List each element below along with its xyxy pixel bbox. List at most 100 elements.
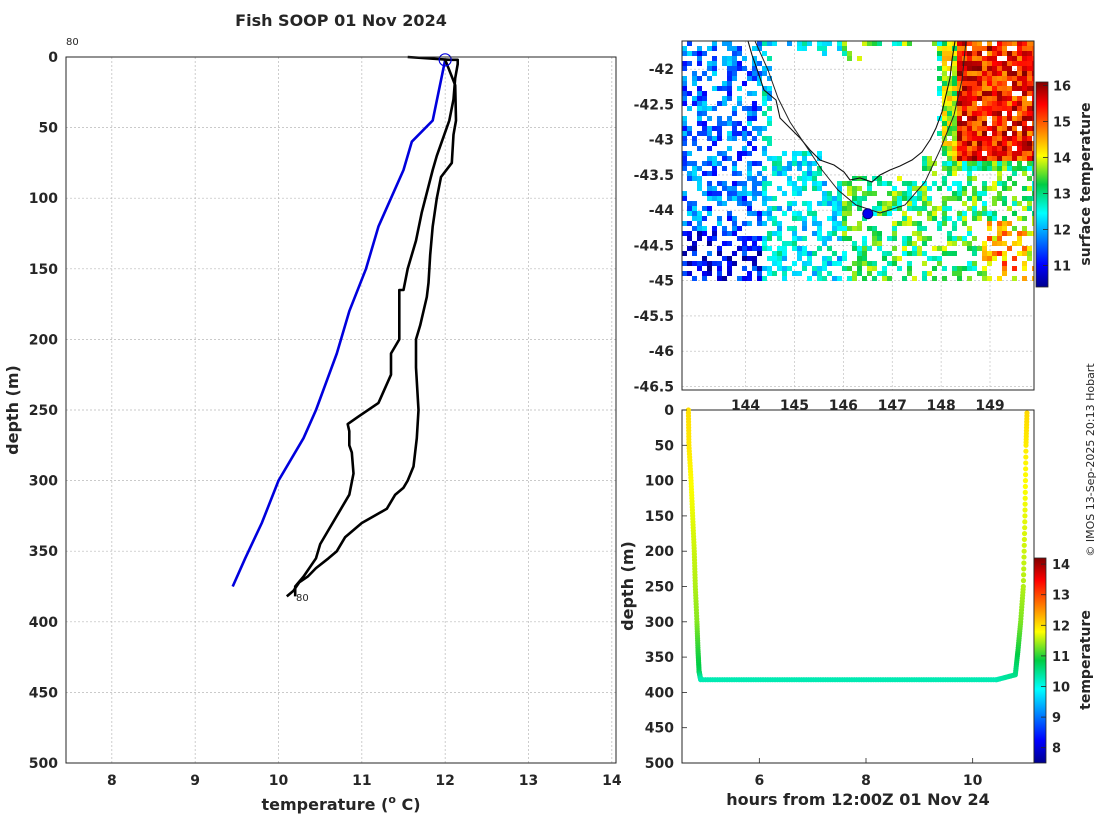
sst-cell [957, 76, 962, 81]
sst-cell [1032, 196, 1034, 201]
sst-cell [882, 201, 887, 206]
sst-cell [967, 106, 972, 111]
sst-cell [977, 191, 982, 196]
sst-cell [952, 196, 957, 201]
sst-cell [952, 51, 957, 56]
sst-cell [877, 211, 882, 216]
sst-cell [707, 191, 712, 196]
sst-cell [697, 186, 702, 191]
sst-cell [757, 181, 762, 186]
sst-cell [947, 41, 952, 46]
sst-cell [982, 161, 987, 166]
map-sst-cells [682, 41, 1034, 281]
sst-cell [772, 256, 777, 261]
sst-cell [977, 136, 982, 141]
sst-cell [1032, 96, 1034, 101]
sst-cell [737, 96, 742, 101]
sst-cell [732, 251, 737, 256]
sst-cell [747, 166, 752, 171]
sst-cell [992, 91, 997, 96]
sst-cell [847, 236, 852, 241]
sst-cell [957, 86, 962, 91]
sst-cell [1032, 156, 1034, 161]
section-point [1021, 554, 1027, 560]
sst-cell [757, 171, 762, 176]
sst-cell [792, 241, 797, 246]
sst-cell [967, 276, 972, 281]
sst-cell [712, 236, 717, 241]
section-colorbar-tick-label: 8 [1052, 742, 1061, 757]
sst-cell [957, 111, 962, 116]
sst-cell [712, 186, 717, 191]
sst-cell [767, 211, 772, 216]
sst-cell [742, 146, 747, 151]
sst-cell [907, 201, 912, 206]
sst-cell [817, 166, 822, 171]
sst-cell [997, 171, 1002, 176]
profile-x-tick-label: 13 [519, 773, 538, 789]
sst-cell [952, 156, 957, 161]
sst-cell [762, 221, 767, 226]
profile-x-tick-label: 10 [269, 773, 289, 789]
sst-cell [797, 271, 802, 276]
sst-cell [902, 221, 907, 226]
sst-cell [997, 136, 1002, 141]
sst-cell [917, 221, 922, 226]
sst-cell [707, 236, 712, 241]
sst-cell [767, 156, 772, 161]
sst-cell [807, 251, 812, 256]
sst-cell [1022, 91, 1027, 96]
sst-cell [1017, 161, 1022, 166]
sst-cell [732, 66, 737, 71]
sst-cell [872, 191, 877, 196]
sst-cell [697, 111, 702, 116]
sst-cell [1027, 66, 1032, 71]
sst-cell [902, 276, 907, 281]
sst-cell [792, 161, 797, 166]
section-y-axis-label: depth (m) [618, 541, 637, 631]
sst-cell [1007, 246, 1012, 251]
sst-cell [912, 276, 917, 281]
sst-cell [857, 256, 862, 261]
sst-cell [772, 216, 777, 221]
sst-cell [727, 186, 732, 191]
sst-cell [797, 211, 802, 216]
sst-cell [762, 146, 767, 151]
sst-cell [737, 61, 742, 66]
sst-cell [702, 111, 707, 116]
sst-cell [912, 246, 917, 251]
sst-cell [917, 226, 922, 231]
sst-cell [762, 266, 767, 271]
section-colorbar-tick-label: 14 [1052, 558, 1070, 573]
sst-cell [992, 236, 997, 241]
sst-cell [1002, 66, 1007, 71]
sst-cell [1002, 161, 1007, 166]
sst-cell [962, 46, 967, 51]
sst-cell [967, 246, 972, 251]
sst-cell [1017, 41, 1022, 46]
sst-cell [697, 76, 702, 81]
sst-cell [727, 231, 732, 236]
sst-cell [727, 96, 732, 101]
sst-cell [692, 51, 697, 56]
section-point [1022, 495, 1028, 501]
sst-cell [687, 261, 692, 266]
profile-tick-labels: 8 9 10 11 12 13 140501001502002503003504004505… [29, 50, 622, 789]
sst-cell [992, 131, 997, 136]
sst-cell [942, 181, 947, 186]
sst-cell [787, 176, 792, 181]
sst-cell [947, 116, 952, 121]
sst-cell [952, 126, 957, 131]
sst-cell [952, 81, 957, 86]
sst-cell [717, 196, 722, 201]
sst-cell [982, 76, 987, 81]
sst-cell [982, 116, 987, 121]
sst-cell [822, 41, 827, 46]
section-colorbar-tick-label: 11 [1052, 650, 1070, 665]
sst-cell [732, 186, 737, 191]
sst-cell [722, 256, 727, 261]
sst-cell [837, 236, 842, 241]
sst-cell [767, 256, 772, 261]
sst-cell [767, 116, 772, 121]
sst-cell [692, 251, 697, 256]
